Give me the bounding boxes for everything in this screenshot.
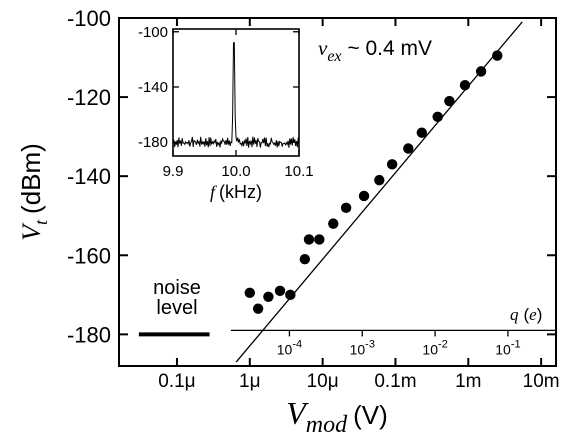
inset-x-tick-label: 10.0 xyxy=(221,163,250,180)
noise-label-line1: noise xyxy=(153,277,201,299)
q-axis-tick-label: 10-3 xyxy=(350,338,375,357)
data-point xyxy=(432,111,443,123)
fit-line xyxy=(235,21,523,363)
x-tick-label: 10m xyxy=(523,371,560,392)
data-point xyxy=(244,287,255,299)
x-tick-label: 0.1m xyxy=(374,371,416,392)
y-tick-label: -100 xyxy=(67,6,111,31)
inset-y-tick-labels: -100 -140 -180 xyxy=(138,24,168,151)
q-axis-tick-label: 10-2 xyxy=(422,338,447,357)
inset-y-tick-label: -140 xyxy=(138,79,168,96)
data-point xyxy=(358,190,370,202)
y-tick-label: -160 xyxy=(67,243,111,268)
main-x-tick-labels: 0.1μ 1μ 10μ 0.1m 1m 10m xyxy=(158,371,559,392)
x-tick-label: 0.1μ xyxy=(158,371,195,392)
data-point xyxy=(374,174,385,186)
data-point xyxy=(444,95,455,107)
data-point xyxy=(314,234,325,245)
main-axis-ticks xyxy=(119,17,556,366)
data-point xyxy=(403,143,414,154)
inset-x-tick-label: 10.1 xyxy=(284,163,313,180)
excitation-annotation: vex ~ 0.4 mV xyxy=(318,36,432,65)
data-point xyxy=(475,66,487,77)
data-point xyxy=(386,159,398,170)
charge-axis: 10-4 10-3 10-2 10-1 xyxy=(230,329,556,357)
data-points xyxy=(244,50,503,314)
data-point xyxy=(492,50,503,61)
data-point xyxy=(274,285,286,297)
x-tick-label: 1m xyxy=(455,371,481,392)
q-axis-tick-label: 10-1 xyxy=(495,338,520,357)
x-axis-label: Vmod (V) xyxy=(286,395,388,437)
data-point xyxy=(459,80,471,91)
data-point xyxy=(285,289,296,301)
inset-x-tick-labels: 9.9 10.0 10.1 xyxy=(163,163,314,180)
q-axis-label: q (e) xyxy=(510,305,542,324)
inset-spectrum-trace xyxy=(172,42,300,148)
y-tick-label: -140 xyxy=(67,164,111,189)
data-point xyxy=(328,218,339,229)
data-point xyxy=(263,291,274,302)
inset-x-axis-label: f (kHz) xyxy=(210,182,262,202)
x-tick-label: 1μ xyxy=(239,371,261,392)
inset-y-tick-label: -180 xyxy=(138,134,168,151)
inset-x-tick-label: 9.9 xyxy=(163,163,184,180)
main-y-tick-labels: -100 -120 -140 -160 -180 xyxy=(67,6,111,347)
noise-label-line2: level xyxy=(156,297,197,319)
y-axis-label: Vt(dBm) xyxy=(16,143,51,241)
inset-y-tick-label: -100 xyxy=(138,24,168,41)
y-tick-label: -180 xyxy=(67,322,111,347)
q-axis-tick-label: 10-4 xyxy=(277,338,302,357)
data-point xyxy=(303,234,315,245)
data-point xyxy=(340,202,352,214)
data-point xyxy=(416,127,428,138)
data-point xyxy=(299,254,311,265)
y-tick-label: -120 xyxy=(67,85,111,110)
data-point xyxy=(252,303,264,314)
x-tick-label: 10μ xyxy=(307,371,339,392)
main-plot-frame xyxy=(118,17,557,367)
